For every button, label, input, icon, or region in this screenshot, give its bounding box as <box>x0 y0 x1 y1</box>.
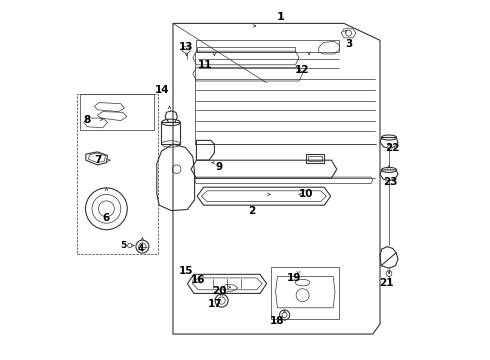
Text: 11: 11 <box>197 60 212 70</box>
Text: 20: 20 <box>212 286 226 296</box>
Text: 7: 7 <box>95 155 102 165</box>
Text: 9: 9 <box>216 162 222 172</box>
Text: 10: 10 <box>299 189 314 199</box>
Text: 22: 22 <box>385 143 399 153</box>
Text: 19: 19 <box>287 273 301 283</box>
Text: 6: 6 <box>103 213 110 223</box>
Text: 8: 8 <box>83 114 90 125</box>
Text: 15: 15 <box>179 266 193 276</box>
Text: 12: 12 <box>294 65 309 75</box>
Text: 23: 23 <box>384 177 398 187</box>
Text: 1: 1 <box>276 12 284 22</box>
Text: 2: 2 <box>248 206 255 216</box>
Text: 18: 18 <box>270 316 284 326</box>
Text: 21: 21 <box>379 278 393 288</box>
Text: 13: 13 <box>178 42 193 52</box>
Text: 4: 4 <box>137 244 144 253</box>
Text: 5: 5 <box>120 241 126 250</box>
Text: 14: 14 <box>155 85 170 95</box>
Text: 17: 17 <box>208 299 223 309</box>
Text: 3: 3 <box>346 39 353 49</box>
Text: 16: 16 <box>191 275 205 285</box>
